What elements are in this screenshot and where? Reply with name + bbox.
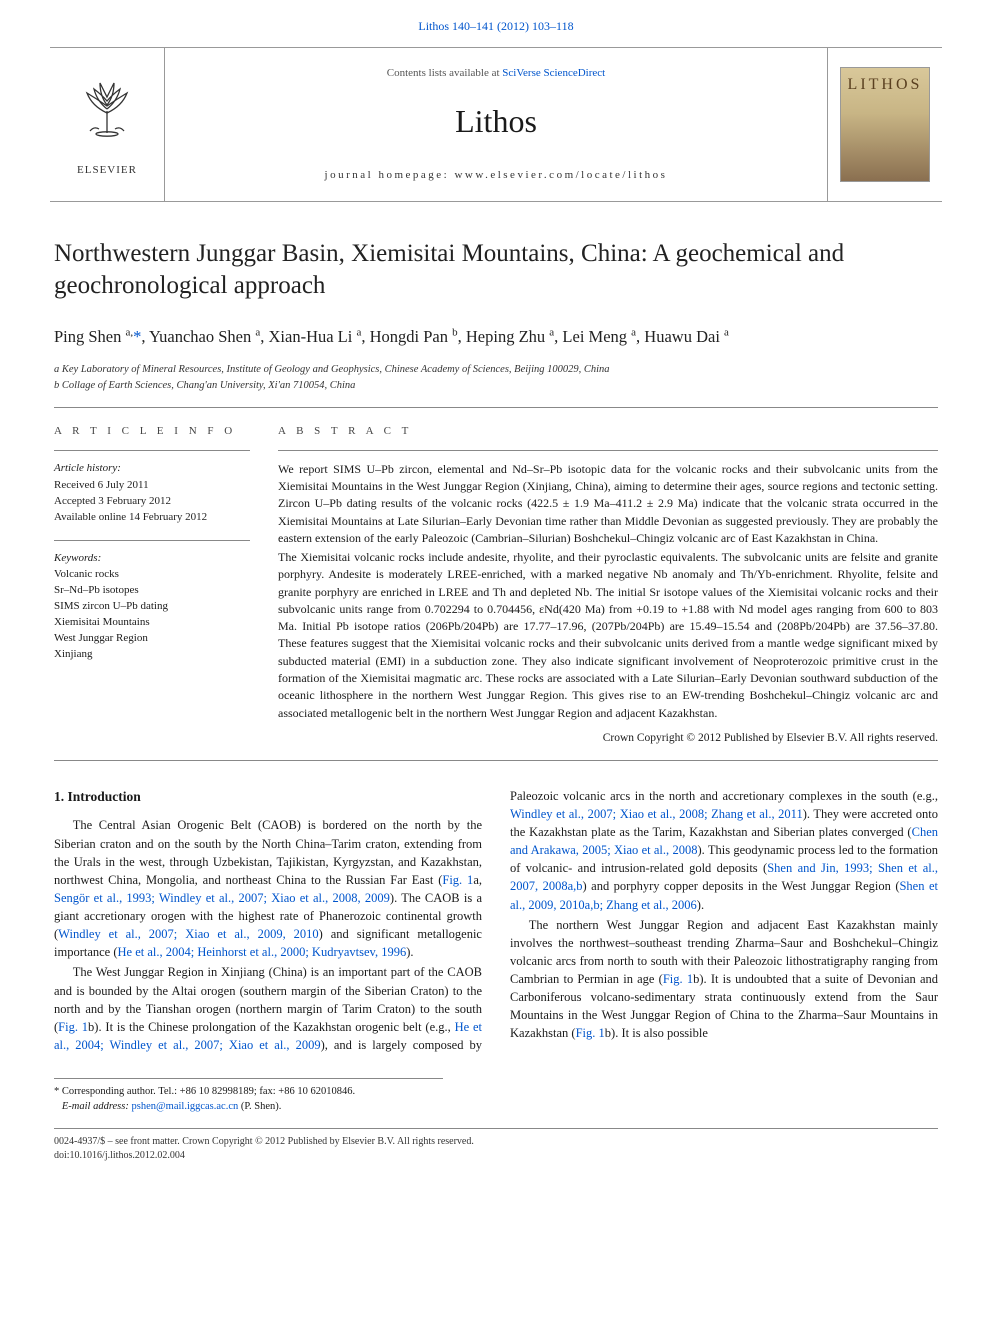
keyword: Xiemisitai Mountains (54, 615, 250, 631)
elsevier-tree-icon (72, 71, 142, 159)
history-online: Available online 14 February 2012 (54, 510, 250, 526)
divider-short (54, 540, 250, 541)
article-info-label: A R T I C L E I N F O (54, 424, 250, 439)
abstract-column: A B S T R A C T We report SIMS U–Pb zirc… (278, 424, 938, 745)
doi-line: doi:10.1016/j.lithos.2012.02.004 (54, 1149, 938, 1163)
article-title: Northwestern Junggar Basin, Xiemisitai M… (54, 238, 938, 303)
top-citation-link: Lithos 140–141 (2012) 103–118 (0, 0, 992, 47)
journal-cover-thumb: LITHOS (827, 48, 942, 201)
divider (54, 1128, 938, 1129)
keywords-block: Keywords: Volcanic rocks Sr–Nd–Pb isotop… (54, 551, 250, 664)
contents-available-line: Contents lists available at SciVerse Sci… (387, 66, 605, 81)
keyword: Volcanic rocks (54, 567, 250, 583)
corr-email-link[interactable]: pshen@mail.iggcas.ac.cn (131, 1101, 238, 1112)
section-heading-intro: 1. Introduction (54, 787, 482, 807)
homepage-prefix: journal homepage: (325, 169, 455, 181)
cover-image: LITHOS (840, 67, 930, 182)
journal-homepage-line: journal homepage: www.elsevier.com/locat… (325, 168, 668, 183)
divider-short (54, 450, 250, 451)
abstract-para: We report SIMS U–Pb zircon, elemental an… (278, 461, 938, 547)
keyword: West Junggar Region (54, 631, 250, 647)
front-matter-line: 0024-4937/$ – see front matter. Crown Co… (54, 1135, 938, 1149)
intro-para: The northern West Junggar Region and adj… (510, 916, 938, 1043)
contents-prefix: Contents lists available at (387, 67, 502, 79)
abstract-text: We report SIMS U–Pb zircon, elemental an… (278, 461, 938, 722)
keywords-title: Keywords: (54, 551, 250, 567)
author-list: Ping Shen a,*, Yuanchao Shen a, Xian-Hua… (54, 325, 938, 348)
email-label: E-mail address: (62, 1101, 129, 1112)
history-accepted: Accepted 3 February 2012 (54, 494, 250, 510)
journal-header-banner: ELSEVIER Contents lists available at Sci… (50, 47, 942, 202)
keyword: Sr–Nd–Pb isotopes (54, 583, 250, 599)
homepage-url: www.elsevier.com/locate/lithos (454, 169, 667, 181)
history-title: Article history: (54, 461, 250, 477)
corr-star: * (54, 1086, 59, 1097)
affiliation-a: a Key Laboratory of Mineral Resources, I… (54, 362, 938, 378)
affiliation-b: b Collage of Earth Sciences, Chang'an Un… (54, 378, 938, 394)
history-received: Received 6 July 2011 (54, 478, 250, 494)
main-content-columns: 1. Introduction The Central Asian Orogen… (54, 787, 938, 1054)
intro-para: The Central Asian Orogenic Belt (CAOB) i… (54, 816, 482, 961)
journal-name: Lithos (455, 99, 537, 144)
corresponding-author-note: * Corresponding author. Tel.: +86 10 829… (54, 1078, 443, 1114)
bottom-metadata: 0024-4937/$ – see front matter. Crown Co… (54, 1128, 938, 1163)
elsevier-brand-text: ELSEVIER (77, 163, 137, 178)
banner-center: Contents lists available at SciVerse Sci… (165, 48, 827, 201)
affiliations: a Key Laboratory of Mineral Resources, I… (54, 362, 938, 394)
cover-title: LITHOS (848, 74, 923, 96)
keyword: SIMS zircon U–Pb dating (54, 599, 250, 615)
abstract-para: The Xiemisitai volcanic rocks include an… (278, 549, 938, 722)
keyword: Xinjiang (54, 647, 250, 663)
corr-email-suffix: (P. Shen). (241, 1101, 282, 1112)
corr-text: Corresponding author. Tel.: +86 10 82998… (62, 1086, 355, 1097)
sciencedirect-link[interactable]: SciVerse ScienceDirect (502, 67, 605, 79)
article-info-column: A R T I C L E I N F O Article history: R… (54, 424, 250, 745)
elsevier-logo: ELSEVIER (50, 48, 165, 201)
divider (54, 760, 938, 761)
divider (54, 407, 938, 408)
citation-link[interactable]: Lithos 140–141 (2012) 103–118 (418, 19, 573, 33)
abstract-label: A B S T R A C T (278, 424, 938, 439)
article-history: Article history: Received 6 July 2011 Ac… (54, 461, 250, 526)
abstract-copyright: Crown Copyright © 2012 Published by Else… (278, 730, 938, 746)
divider-short (278, 450, 938, 451)
